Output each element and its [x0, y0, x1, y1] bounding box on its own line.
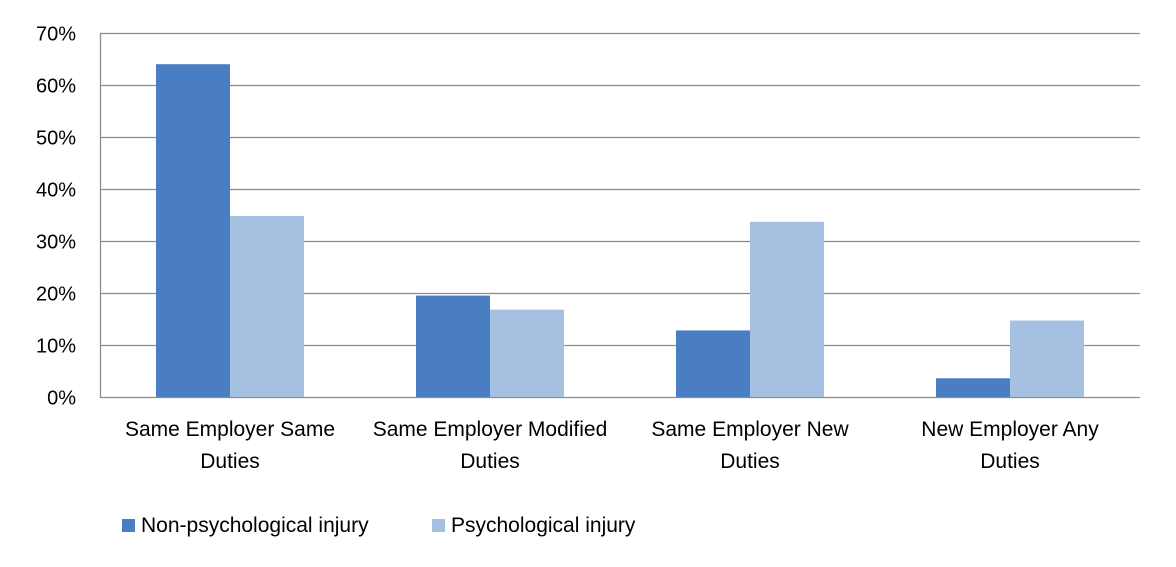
bar-non-psychological-0 — [156, 64, 230, 397]
bar-non-psychological-2 — [676, 330, 750, 397]
x-category-label: Same Employer Same — [125, 418, 335, 441]
y-tick-label: 20% — [36, 284, 76, 306]
legend-swatch — [122, 519, 135, 532]
x-category-label: Duties — [980, 450, 1040, 473]
bars — [156, 64, 1084, 397]
y-tick-label: 70% — [36, 24, 76, 46]
x-category-label: Duties — [460, 450, 520, 473]
bar-non-psychological-3 — [936, 378, 1010, 397]
legend-label: Psychological injury — [451, 514, 636, 537]
legend-label: Non-psychological injury — [141, 514, 369, 537]
y-tick-label: 50% — [36, 128, 76, 150]
legend: Non-psychological injury Psychological in… — [122, 514, 636, 537]
y-tick-label: 60% — [36, 76, 76, 98]
y-tick-label: 40% — [36, 180, 76, 202]
bar-psychological-0 — [230, 216, 304, 397]
bar-psychological-1 — [490, 309, 564, 397]
y-axis-tick-labels: 0% 10% 20% 30% 40% 50% 60% 70% — [36, 24, 76, 410]
x-category-label: Duties — [720, 450, 780, 473]
x-category-label: New Employer Any — [921, 418, 1099, 441]
x-category-label: Same Employer New — [651, 418, 849, 441]
bar-psychological-3 — [1010, 320, 1084, 397]
y-tick-label: 10% — [36, 336, 76, 358]
y-tick-label: 30% — [36, 232, 76, 254]
bar-psychological-2 — [750, 221, 824, 397]
y-tick-label: 0% — [47, 388, 76, 410]
x-category-label: Same Employer Modified — [373, 418, 608, 441]
bar-non-psychological-1 — [416, 295, 490, 397]
legend-swatch — [432, 519, 445, 532]
x-axis-category-labels: Same Employer Same Duties Same Employer Mo… — [125, 418, 1099, 473]
x-category-label: Duties — [200, 450, 260, 473]
